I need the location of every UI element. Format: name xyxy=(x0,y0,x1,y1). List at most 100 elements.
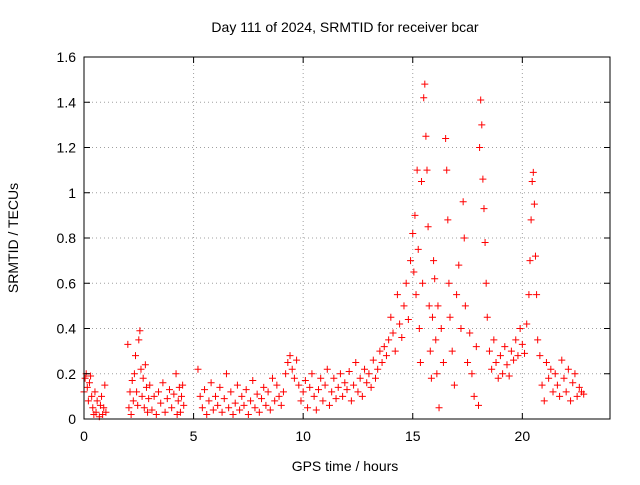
data-point xyxy=(126,388,134,396)
data-point xyxy=(304,404,312,412)
data-point xyxy=(207,379,215,387)
y-tick-label: 0.6 xyxy=(57,275,77,291)
data-point xyxy=(83,383,91,391)
data-point xyxy=(264,388,272,396)
data-point xyxy=(92,408,100,416)
data-point xyxy=(236,406,244,414)
data-point xyxy=(255,408,263,416)
data-point xyxy=(282,370,290,378)
data-point xyxy=(150,392,158,400)
data-point xyxy=(136,327,144,335)
data-point xyxy=(536,352,544,360)
y-tick-label: 1.4 xyxy=(57,94,77,110)
data-point xyxy=(448,347,456,355)
x-tick-label: 5 xyxy=(190,428,198,444)
x-tick-label: 20 xyxy=(515,428,531,444)
data-point xyxy=(475,401,482,409)
data-point xyxy=(446,313,454,321)
data-point xyxy=(483,313,491,321)
data-point xyxy=(334,383,342,391)
data-point xyxy=(133,388,141,396)
data-point xyxy=(308,370,316,378)
data-point xyxy=(407,257,415,265)
data-point xyxy=(481,239,489,247)
data-point xyxy=(244,410,252,418)
data-point xyxy=(444,216,452,224)
data-point xyxy=(527,216,535,224)
data-point xyxy=(89,404,97,412)
y-tick-label: 1.2 xyxy=(57,140,77,156)
data-point xyxy=(194,365,202,373)
data-point xyxy=(525,291,533,299)
data-point xyxy=(428,313,436,321)
data-point xyxy=(389,329,397,337)
chart-title: Day 111 of 2024, SRMTID for receiver bca… xyxy=(211,19,478,35)
data-point xyxy=(518,340,526,348)
x-tick-label: 15 xyxy=(405,428,421,444)
data-point xyxy=(275,392,283,400)
data-point xyxy=(172,370,180,378)
data-point xyxy=(425,302,433,310)
data-point xyxy=(81,374,89,382)
data-point xyxy=(393,291,401,299)
data-point xyxy=(445,279,453,287)
data-point xyxy=(426,347,434,355)
data-point xyxy=(266,406,274,414)
data-point xyxy=(178,392,186,400)
data-point xyxy=(556,392,564,400)
data-point xyxy=(531,252,539,260)
data-point xyxy=(209,406,217,414)
data-point xyxy=(306,383,314,391)
data-point xyxy=(571,370,579,378)
data-point xyxy=(163,395,171,403)
data-points xyxy=(80,80,588,421)
data-point xyxy=(450,381,458,389)
data-point xyxy=(553,381,561,389)
data-point xyxy=(494,374,502,382)
data-point xyxy=(382,352,390,360)
data-point xyxy=(319,397,327,405)
data-point xyxy=(352,358,360,366)
data-point xyxy=(129,397,137,405)
data-point xyxy=(93,397,101,405)
data-point xyxy=(144,408,152,416)
data-point xyxy=(404,315,412,323)
data-point xyxy=(400,302,408,310)
data-point xyxy=(420,94,428,102)
plot-frame xyxy=(83,56,611,420)
data-point xyxy=(128,377,136,385)
data-point xyxy=(152,410,160,418)
data-point xyxy=(558,356,566,364)
data-point xyxy=(98,392,106,400)
data-point xyxy=(507,347,515,355)
data-point xyxy=(354,388,362,396)
data-point xyxy=(293,356,301,364)
data-point xyxy=(218,408,226,416)
data-point xyxy=(510,356,518,364)
data-point xyxy=(433,370,441,378)
data-point xyxy=(323,365,331,373)
data-point xyxy=(290,374,298,382)
data-point xyxy=(549,388,557,396)
x-tick-label: 10 xyxy=(295,428,311,444)
data-point xyxy=(427,374,435,382)
data-point xyxy=(273,381,281,389)
data-point xyxy=(258,395,266,403)
data-point xyxy=(476,144,484,151)
data-point xyxy=(422,132,430,140)
series-srmtid xyxy=(80,80,588,421)
data-point xyxy=(466,329,474,337)
data-point xyxy=(529,168,537,176)
data-point xyxy=(260,383,268,391)
data-point xyxy=(284,358,292,366)
data-point xyxy=(262,401,270,409)
data-point xyxy=(332,395,340,403)
data-point xyxy=(480,205,488,213)
data-point xyxy=(505,372,513,380)
data-point xyxy=(526,257,534,265)
y-tick-label: 0 xyxy=(68,411,76,427)
y-tick-label: 1 xyxy=(68,185,76,201)
data-point xyxy=(492,358,500,366)
data-point xyxy=(479,175,487,183)
